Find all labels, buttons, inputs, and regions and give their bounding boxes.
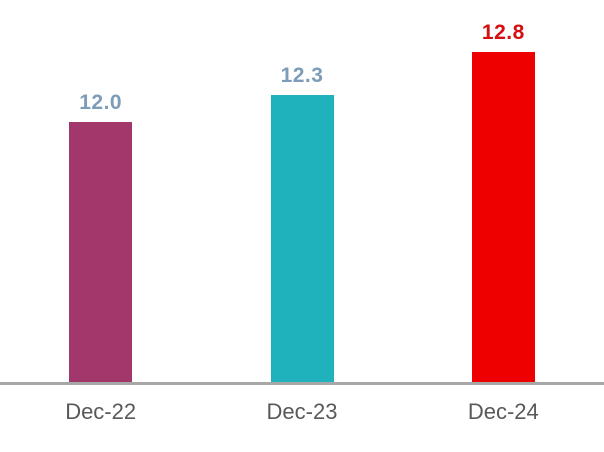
bar-dec-24 — [471, 52, 535, 382]
x-axis-tick-label: Dec-22 — [65, 399, 137, 424]
bar-value-label: 12.0 — [79, 91, 123, 114]
x-axis-line — [0, 382, 604, 385]
bar-value-label: 12.3 — [280, 64, 324, 87]
x-axis-tick-label: Dec-23 — [266, 399, 338, 424]
bar-dec-23 — [270, 95, 334, 382]
x-axis-tick-label: Dec-24 — [467, 399, 539, 424]
bar-value-label: 12.8 — [481, 21, 525, 44]
bar-dec-22 — [69, 122, 133, 382]
